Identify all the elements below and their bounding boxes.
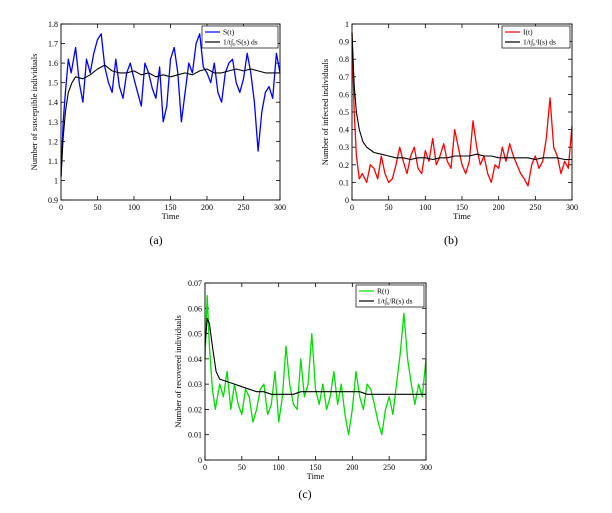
y-tick-label: 0.04 [188,355,202,364]
y-tick-label: 0 [345,196,349,205]
y-tick-label: 1.3 [48,118,58,127]
legend-box [201,25,279,49]
y-tick-label: 0.7 [339,73,349,82]
x-tick-label: 100 [273,463,285,472]
plot-frame [204,282,427,461]
x-tick-label: 100 [128,203,140,212]
x-tick-label: 300 [420,463,432,472]
y-tick-label: 0.06 [188,304,202,313]
y-tick-label: 0.01 [188,431,202,440]
x-tick-label: 250 [383,463,395,472]
x-tick-label: 150 [310,463,322,472]
panel-caption: (c) [298,487,311,501]
y-tick-label: 0.07 [188,279,202,288]
y-tick-label: 1.7 [48,40,58,49]
y-tick-label: 0.9 [48,196,58,205]
x-tick-label: 150 [456,203,468,212]
panel-a-susceptible: 0.9 1 1.1 1.2 1.3 1.4 1.5 1.6 1.7 1.8 0 50 100 150 200… [29,20,286,247]
y-axis-label: Number of infected individuals [320,59,330,165]
plot-frame [60,23,281,201]
y-tick-label: 0.5 [339,108,349,117]
y-tick-label: 1.8 [48,20,58,29]
x-axis-label: Time [453,211,471,221]
y-tick-label: 0.6 [339,90,349,99]
panel-c-recovered: 0 0.01 0.02 0.03 0.04 0.05 0.06 0.07 0 50 100 150 20… [173,279,432,501]
panel-b-infected: 0 0.1 0.2 0.3 0.4 0.5 0.6 0.7 0.8 0.9 1 0 50 100 150 20… [320,20,578,247]
series-line-sample-path [60,33,281,177]
legend: I(t)1/t∫₀ᵗI(s) ds [501,25,571,49]
y-tick-label: 1 [345,20,349,29]
x-tick-label: 250 [238,203,250,212]
x-tick-label: 200 [346,463,358,472]
series-line-time-average [60,64,280,177]
x-tick-label: 200 [201,203,213,212]
x-tick-label: 200 [493,203,505,212]
y-tick-label: 0 [198,456,202,465]
x-axis-label: Time [307,471,325,481]
x-axis-label: Time [162,211,180,221]
x-tick-label: 0 [59,203,63,212]
x-tick-label: 150 [165,203,177,212]
y-tick-label: 1.5 [48,79,58,88]
legend: S(t)1/t∫₀ᵗS(s) ds [201,25,279,49]
series-line-time-average [204,317,426,395]
legend-entry: I(t) [523,28,533,37]
y-tick-label: 0.2 [339,161,349,170]
plot-area [61,24,280,200]
x-tick-label: 50 [385,203,393,212]
legend-entry: 1/t∫₀ᵗR(s) ds [377,297,413,306]
series-line-time-average [351,32,572,161]
y-axis-label: Number of recovered individuals [173,315,183,428]
x-tick-label: 50 [94,203,102,212]
y-tick-label: 0.03 [188,380,202,389]
plot-area [205,283,426,460]
legend-entry: 1/t∫₀ᵗI(s) ds [523,38,556,47]
panel-caption: (a) [149,233,162,247]
panel-caption: (b) [444,233,458,247]
y-tick-label: 0.8 [339,55,349,64]
y-tick-label: 0.3 [339,143,349,152]
plot-frame [351,23,573,201]
y-tick-label: 0.4 [339,126,349,135]
y-tick-label: 0.9 [339,38,349,47]
legend-entry: 1/t∫₀ᵗS(s) ds [223,38,258,47]
y-tick-label: 0.02 [188,405,202,414]
x-tick-label: 50 [238,463,246,472]
x-tick-label: 300 [566,203,578,212]
y-tick-label: 1.1 [48,157,58,166]
legend: R(t)1/t∫₀ᵗR(s) ds [355,284,425,308]
plot-area [352,24,572,200]
y-tick-label: 1.4 [48,98,58,107]
y-tick-label: 1.6 [48,59,58,68]
y-axis-label: Number of susceptible individuals [29,54,39,171]
series-line-sample-path [204,294,427,436]
legend-entry: S(t) [223,28,235,37]
y-tick-label: 0.1 [339,178,349,187]
y-tick-label: 1.2 [48,137,58,146]
x-tick-label: 0 [350,203,354,212]
y-tick-label: 0.05 [188,330,202,339]
legend-entry: R(t) [377,287,390,296]
x-tick-label: 300 [274,203,286,212]
x-tick-label: 100 [419,203,431,212]
x-tick-label: 250 [529,203,541,212]
y-tick-label: 1 [54,176,58,185]
x-tick-label: 0 [203,463,207,472]
